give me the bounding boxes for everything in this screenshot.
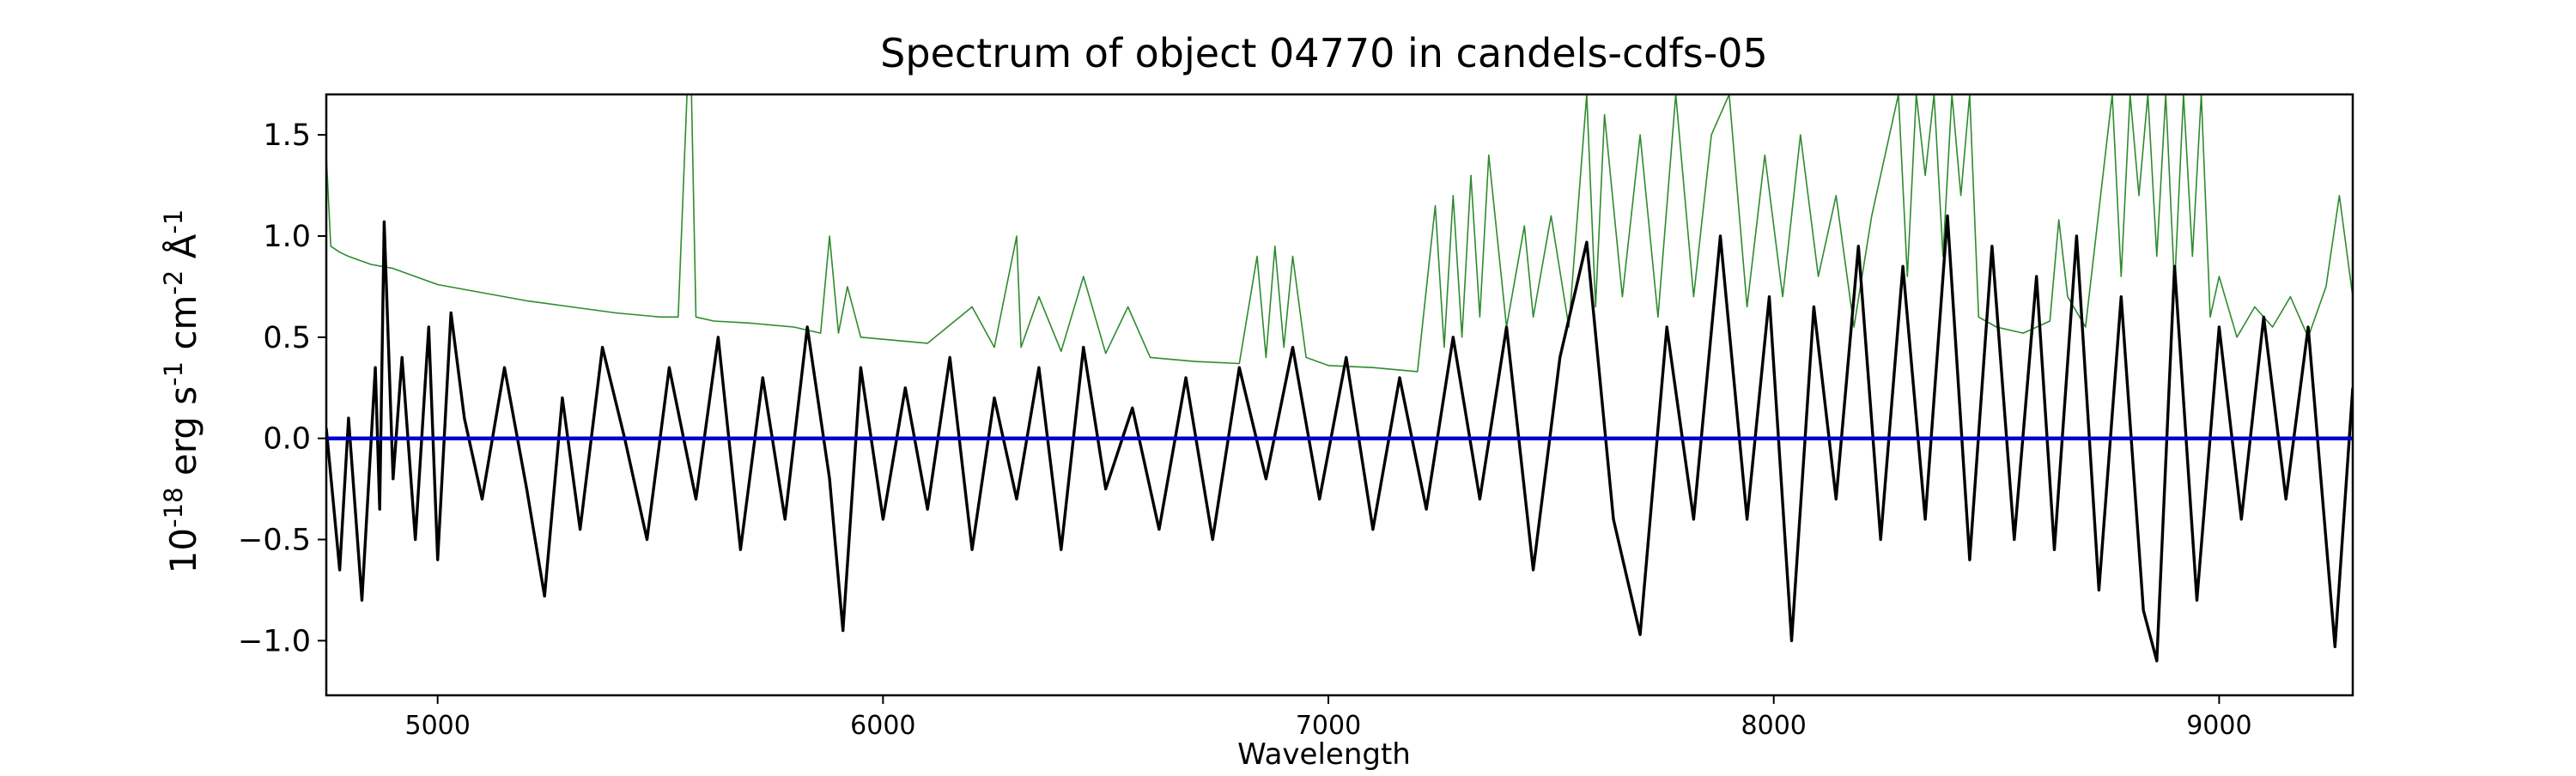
noise-series-line: [326, 94, 2353, 373]
x-tick-label: 9000: [2186, 711, 2251, 741]
y-axis: −1.0 −0.5 0.0 0.5 1.0 1.5: [238, 118, 326, 658]
x-tick-label: 8000: [1741, 711, 1807, 741]
x-tick-label: 6000: [850, 711, 915, 741]
x-tick-label: 5000: [404, 711, 470, 741]
y-tick-label: 1.0: [263, 220, 311, 254]
y-tick-label: −0.5: [238, 524, 311, 558]
series-group: [326, 94, 2353, 663]
y-tick-label: 0.5: [263, 321, 311, 355]
chart-title: Spectrum of object 04770 in candels-cdfs…: [880, 30, 1768, 76]
flux-series-line: [326, 214, 2353, 663]
x-axis-label: Wavelength: [1237, 737, 1411, 772]
y-axis-label: 10-18 erg s-1 cm-2 Å-1: [159, 209, 204, 574]
x-axis: 5000 6000 7000 8000 9000: [404, 695, 2252, 741]
plot-frame: [325, 93, 2354, 697]
y-tick-label: −1.0: [238, 624, 311, 658]
plot-area: [325, 93, 2354, 697]
x-tick-label: 7000: [1296, 711, 1361, 741]
y-tick-label: 0.0: [263, 422, 311, 457]
y-tick-label: 1.5: [263, 118, 311, 153]
